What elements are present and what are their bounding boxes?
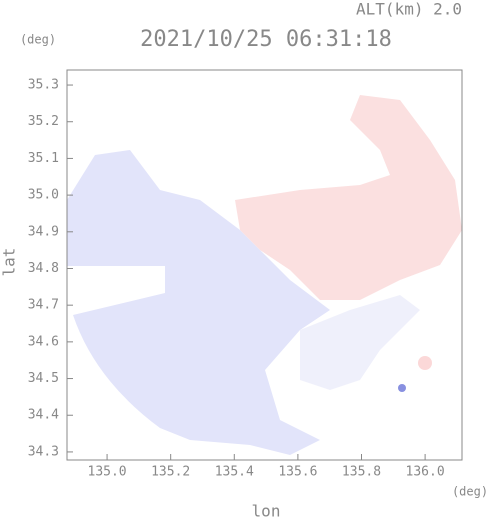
y-tick-label: 35.0 [28, 188, 59, 203]
y-tick-label: 34.9 [28, 224, 59, 239]
y-tick-label: 35.3 [28, 78, 59, 93]
chart-title: 2021/10/25 06:31:18 [140, 27, 392, 52]
annotation: ALT(km) 2.0 [356, 0, 462, 19]
y-tick-label: 34.8 [28, 261, 59, 276]
x-tick-label: 136.0 [406, 465, 445, 480]
x-tick-label: 135.4 [215, 465, 254, 480]
y-tick-label: 34.6 [28, 334, 59, 349]
y-tick-label: 35.1 [28, 151, 59, 166]
x-axis-label: lon [252, 502, 281, 521]
echo [418, 356, 432, 370]
y-unit: (deg) [20, 33, 56, 47]
weak-area [300, 295, 420, 390]
receding-area [235, 95, 462, 300]
y-tick-label: 35.2 [28, 114, 59, 129]
y-tick-label: 34.5 [28, 371, 59, 386]
plot-frame [66, 69, 463, 461]
y-tick-label: 34.4 [28, 408, 59, 423]
x-unit: (deg) [452, 485, 488, 499]
approaching-area [67, 150, 330, 455]
x-tick-label: 135.8 [342, 465, 381, 480]
x-tick-label: 135.2 [151, 465, 190, 480]
x-tick-label: 135.6 [278, 465, 317, 480]
radar-field [67, 95, 462, 455]
y-tick-label: 34.3 [28, 444, 59, 459]
y-tick-label: 34.7 [28, 298, 59, 313]
x-tick-label: 135.0 [88, 465, 127, 480]
y-axis-label: lat [0, 248, 19, 277]
echo [398, 384, 406, 392]
